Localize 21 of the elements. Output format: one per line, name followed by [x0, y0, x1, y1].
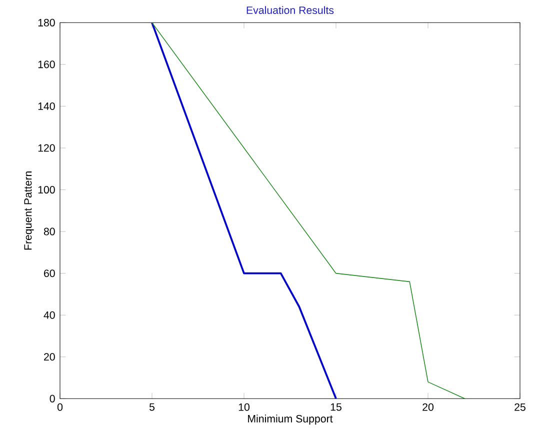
x-tick-label: 10	[238, 404, 250, 412]
y-tick-label: 60	[44, 270, 55, 278]
x-tick-label: 15	[330, 404, 342, 411]
x-tick-label: 20	[422, 404, 434, 412]
y-tick-label: 80	[44, 228, 55, 236]
y-tick-label: 160	[38, 60, 55, 68]
y-tick-label: 120	[38, 144, 55, 152]
x-tick-label: 5	[149, 404, 155, 411]
x-tick-label: 0	[57, 404, 63, 412]
y-tick-label: 20	[44, 353, 55, 361]
x-axis-title: Minimium Support	[248, 414, 333, 425]
line-series	[152, 22, 466, 399]
y-tick-label: 180	[38, 19, 55, 27]
chart-title: Evaluation Results	[246, 6, 334, 14]
y-tick-label: 100	[38, 186, 55, 194]
y-axis-title: Frequent Pattern	[24, 172, 34, 250]
y-tick-label: 140	[38, 102, 55, 110]
line-series	[151, 22, 337, 399]
x-tick-label: 25	[514, 404, 526, 412]
y-tick-label: 0	[50, 395, 55, 403]
y-tick-label: 40	[44, 312, 55, 320]
